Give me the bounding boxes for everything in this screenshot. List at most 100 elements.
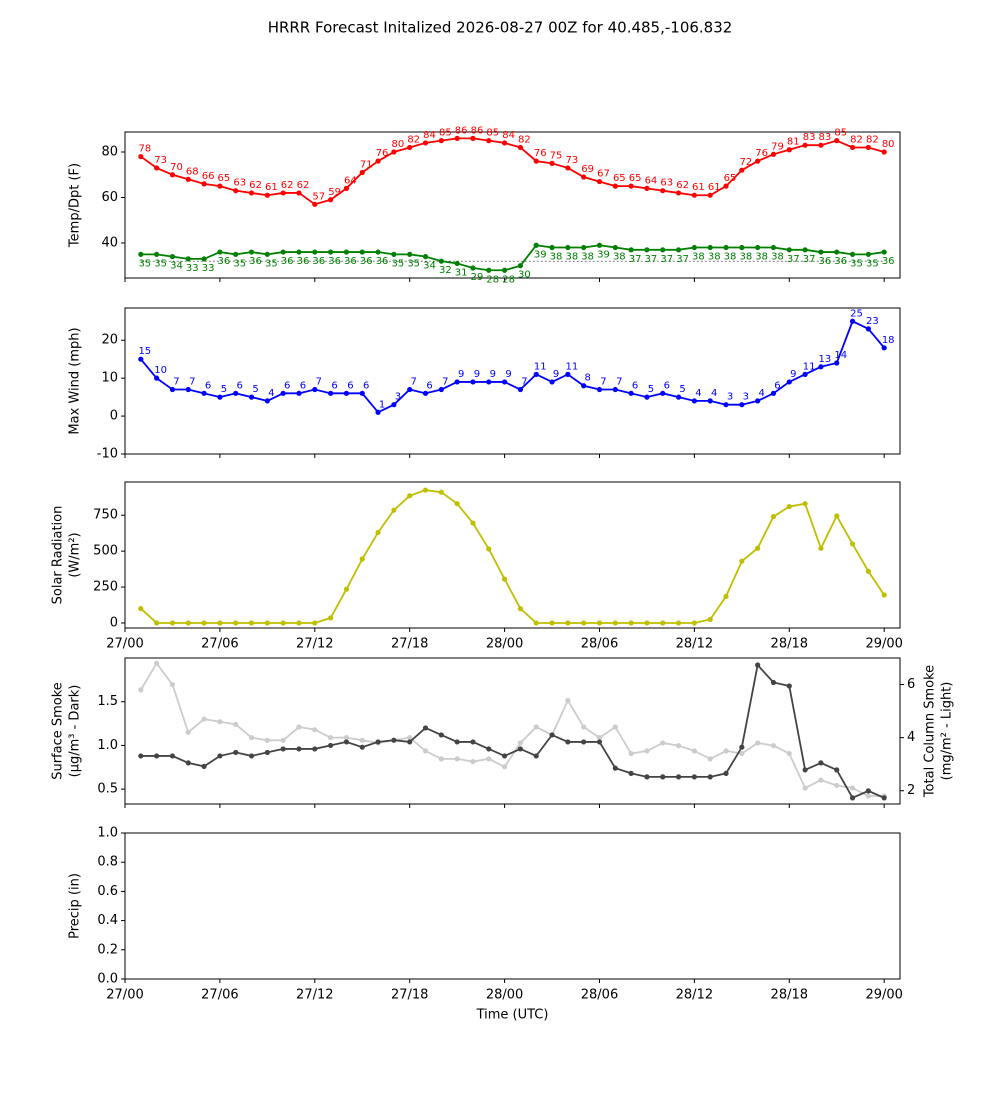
data-point (470, 135, 476, 141)
data-point (501, 764, 508, 770)
data-point (359, 169, 365, 176)
data-point (280, 737, 286, 743)
data-label: 6 (774, 380, 780, 391)
data-point (770, 514, 777, 520)
data-point (312, 386, 318, 393)
data-point (865, 144, 871, 151)
data-label: 11 (803, 361, 816, 372)
x-tick-label: 28/18 (771, 988, 808, 1003)
data-point (707, 244, 713, 251)
data-point (233, 188, 239, 194)
x-tick-label: 27/06 (201, 988, 238, 1003)
data-point (375, 409, 381, 415)
data-point (770, 743, 777, 749)
data-point (596, 735, 603, 741)
data-point (328, 390, 334, 396)
data-point (328, 735, 334, 741)
data-point (723, 593, 729, 599)
data-point (581, 724, 587, 730)
data-point (865, 326, 871, 332)
data-label: 25 (850, 308, 863, 319)
data-point (818, 545, 824, 551)
data-point (770, 244, 777, 251)
data-point (628, 770, 634, 777)
data-point (154, 620, 160, 626)
data-label: 14 (834, 350, 847, 361)
data-point (596, 242, 603, 248)
data-point (644, 748, 650, 754)
data-label: 62 (676, 180, 689, 191)
data-label: 63 (660, 178, 673, 189)
data-label: 61 (265, 182, 278, 193)
data-point (834, 249, 840, 255)
data-point (280, 190, 286, 196)
data-point (248, 753, 255, 759)
data-point (359, 556, 365, 562)
data-point (612, 724, 618, 730)
data-point (517, 606, 524, 612)
data-point (786, 503, 792, 510)
data-point (770, 679, 777, 686)
data-point (517, 144, 524, 151)
data-point (233, 749, 239, 756)
data-point (802, 142, 808, 148)
data-point (881, 149, 887, 155)
x-tick-label: 28/06 (581, 637, 618, 652)
data-point (723, 402, 729, 408)
data-point (786, 750, 792, 757)
x-tick-label: 28/12 (676, 988, 713, 1003)
data-point (201, 763, 207, 770)
y-tick-label: 0.6 (97, 884, 118, 899)
data-label: 36 (281, 256, 294, 267)
data-label: 35 (233, 258, 246, 269)
data-point (533, 620, 539, 626)
data-point (533, 724, 539, 730)
data-label: 5 (221, 384, 227, 395)
data-point (786, 247, 792, 253)
y-tick-label: 20 (101, 333, 118, 348)
data-point (185, 729, 191, 735)
data-point (328, 742, 334, 749)
data-point (280, 390, 286, 396)
data-point (612, 244, 618, 251)
data-label: 38 (565, 252, 578, 263)
data-point (581, 620, 587, 626)
data-label: 13 (819, 354, 832, 365)
data-label: 33 (186, 263, 199, 274)
data-point (596, 739, 603, 745)
data-point (834, 513, 840, 519)
data-label: 36 (376, 256, 389, 267)
data-point (707, 756, 713, 762)
data-point (660, 620, 666, 626)
data-label: 35 (138, 258, 151, 269)
data-label: 84 (423, 130, 436, 141)
y-axis-label: Solar Radiation (51, 506, 66, 605)
data-label: 7 (189, 377, 195, 388)
data-point (138, 606, 144, 612)
data-label: 38 (739, 252, 752, 263)
data-point (169, 753, 176, 759)
data-point (233, 390, 239, 396)
data-label: 75 (550, 150, 563, 161)
data-label: 83 (803, 132, 816, 143)
data-label: 30 (518, 270, 531, 281)
x-tick-label: 27/00 (106, 637, 143, 652)
data-label: 61 (692, 182, 705, 193)
data-point (138, 687, 144, 693)
data-point (343, 735, 350, 741)
data-point (185, 386, 191, 393)
data-label: 6 (363, 380, 369, 391)
data-point (834, 138, 840, 144)
data-label: 65 (613, 173, 626, 184)
data-label: 1 (379, 399, 385, 410)
data-point (217, 394, 223, 400)
data-label: 7 (411, 377, 417, 388)
data-point (280, 249, 286, 255)
data-point (612, 620, 618, 626)
data-label: 3 (395, 392, 401, 403)
y-tick-label: 0.2 (97, 942, 118, 957)
data-label: 6 (664, 380, 670, 391)
data-label: 38 (771, 252, 784, 263)
data-label: 36 (328, 256, 341, 267)
data-label: 82 (850, 134, 863, 145)
